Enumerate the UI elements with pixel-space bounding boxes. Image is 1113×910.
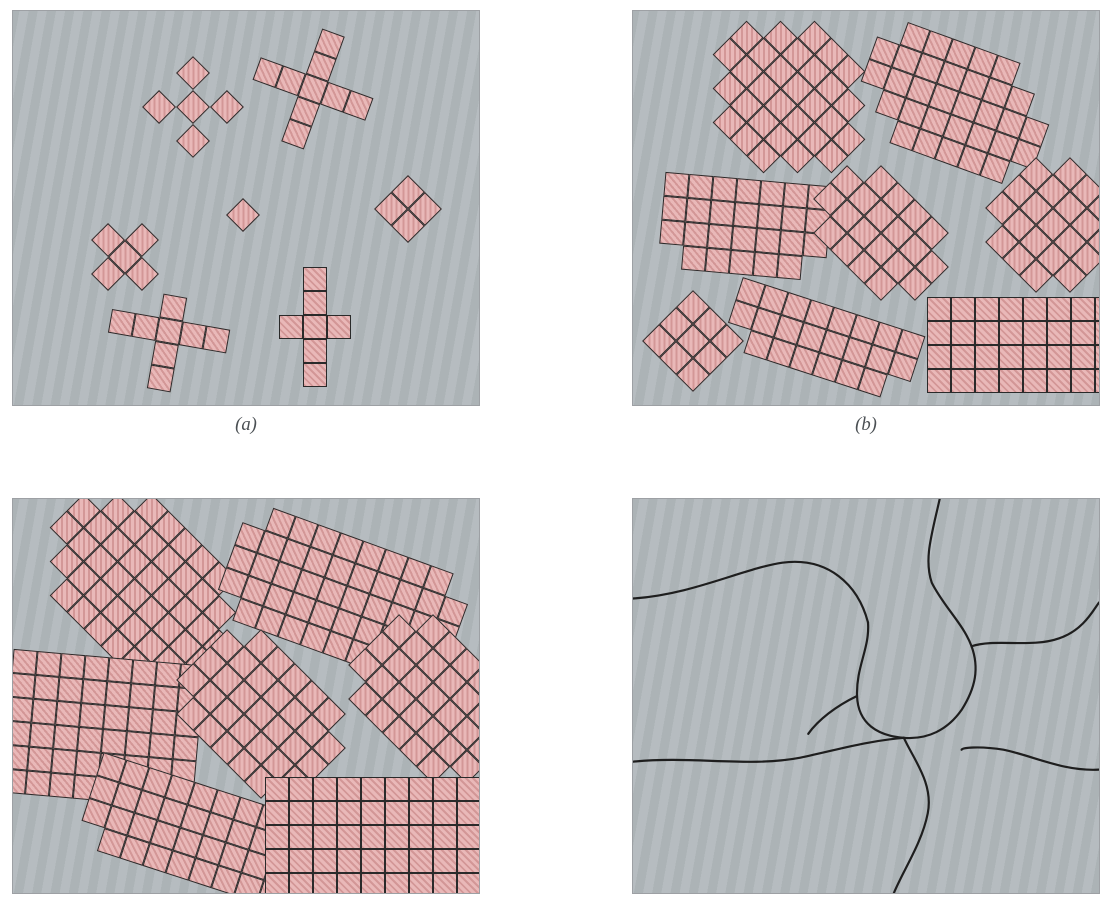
panel-d xyxy=(632,498,1100,894)
caption-a: (a) xyxy=(12,414,480,436)
caption-b: (b) xyxy=(632,414,1100,436)
panel-grid: (a) (b) xyxy=(0,0,1113,910)
figure-container: (a) (b) xyxy=(0,0,1113,910)
panel-a xyxy=(12,10,480,406)
stripe-bg xyxy=(632,498,1100,894)
panel-c xyxy=(12,498,480,894)
panel-b xyxy=(632,10,1100,406)
